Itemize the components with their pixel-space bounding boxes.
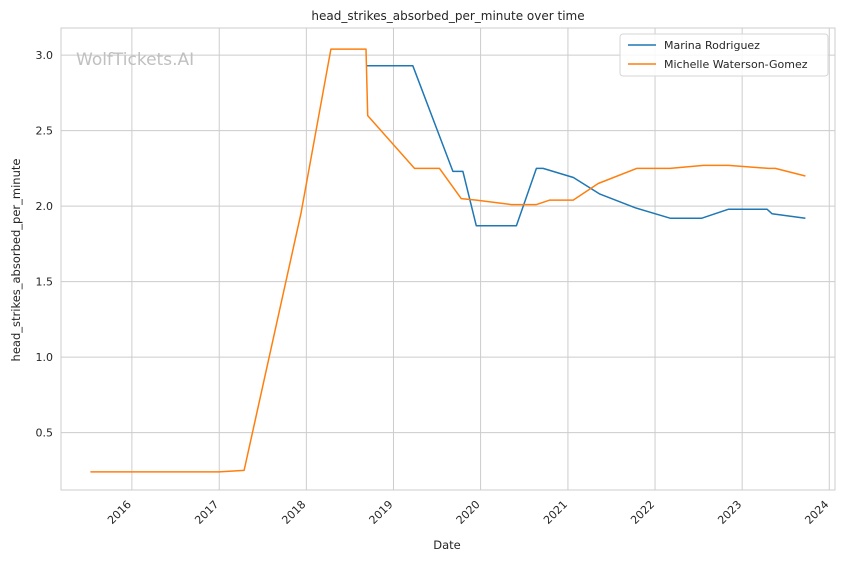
legend-box: [619, 33, 829, 77]
legend-label-michelle-waterson-gomez: Michelle Waterson-Gomez: [664, 58, 808, 71]
y-tick-label: 1.0: [36, 351, 54, 364]
grid: [61, 28, 835, 490]
y-tick-label: 3.0: [36, 49, 54, 62]
series-line-marina-rodriguez: [366, 64, 806, 227]
legend-label-marina-rodriguez: Marina Rodriguez: [664, 39, 760, 52]
y-tick-label: 2.0: [36, 200, 54, 213]
legend: Marina Rodriguez Michelle Waterson-Gomez: [619, 33, 829, 77]
y-tick-label: 1.5: [36, 276, 54, 289]
y-tick-label: 0.5: [36, 427, 54, 440]
x-axis-label: Date: [433, 538, 461, 552]
series-lines: [90, 48, 806, 473]
plot-area: [60, 27, 836, 491]
chart-title: head_strikes_absorbed_per_minute over ti…: [311, 9, 584, 23]
watermark: WolfTickets.AI: [76, 50, 194, 70]
series-line-michelle-waterson-gomez: [90, 48, 806, 473]
y-tick-label: 2.5: [36, 125, 54, 138]
y-axis-label: head_strikes_absorbed_per_minute: [9, 159, 23, 362]
